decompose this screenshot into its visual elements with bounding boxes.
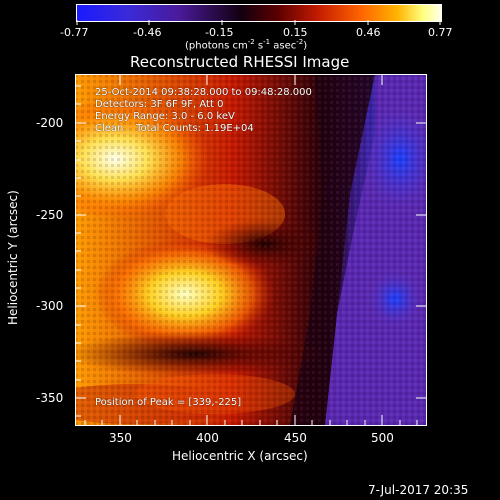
y-tick-label: -300 <box>36 299 64 313</box>
colorbar-units: (photons cm-2 s-1 asec-2) <box>185 38 308 52</box>
y-axis-label: Heliocentric Y (arcsec) <box>6 190 20 325</box>
y-tick-label: -200 <box>36 116 64 130</box>
rhessi-image-raster <box>75 74 426 425</box>
colorbar-tick-label: -0.46 <box>133 26 162 39</box>
x-tick-label: 350 <box>109 431 132 445</box>
y-tick-label: -350 <box>36 391 64 405</box>
footer-timestamp: 7-Jul-2017 20:35 <box>368 483 469 497</box>
detectors-info: Detectors: 3F 6F 9F, Att 0 <box>95 99 224 110</box>
colorbar <box>76 4 442 22</box>
x-tick-label: 450 <box>284 431 307 445</box>
colorbar-tick-marks <box>76 20 441 25</box>
colorbar-tick-label: -0.77 <box>60 26 89 39</box>
energy-range-info: Energy Range: 3.0 - 6.0 keV <box>95 111 235 122</box>
x-tick-label: 400 <box>196 431 219 445</box>
rhessi-image <box>75 74 426 425</box>
plot-title: Reconstructed RHESSI Image <box>130 53 350 71</box>
x-axis-label: Heliocentric X (arcsec) <box>172 449 308 463</box>
x-tick-label: 500 <box>371 431 394 445</box>
y-tick-label: -250 <box>36 208 64 222</box>
colorbar-tick-label: 0.77 <box>428 26 453 39</box>
observation-time-range: 25-Oct-2014 09:38:28.000 to 09:48:28.000 <box>95 87 312 98</box>
colorbar-tick-label: 0.46 <box>356 26 381 39</box>
colorbar-tick-label: 0.15 <box>283 26 308 39</box>
peak-position: Position of Peak = [339,-225] <box>95 397 242 408</box>
colorbar-tick-label: -0.15 <box>205 26 234 39</box>
clean-total-counts: Clean Total Counts: 1.19E+04 <box>95 123 254 134</box>
